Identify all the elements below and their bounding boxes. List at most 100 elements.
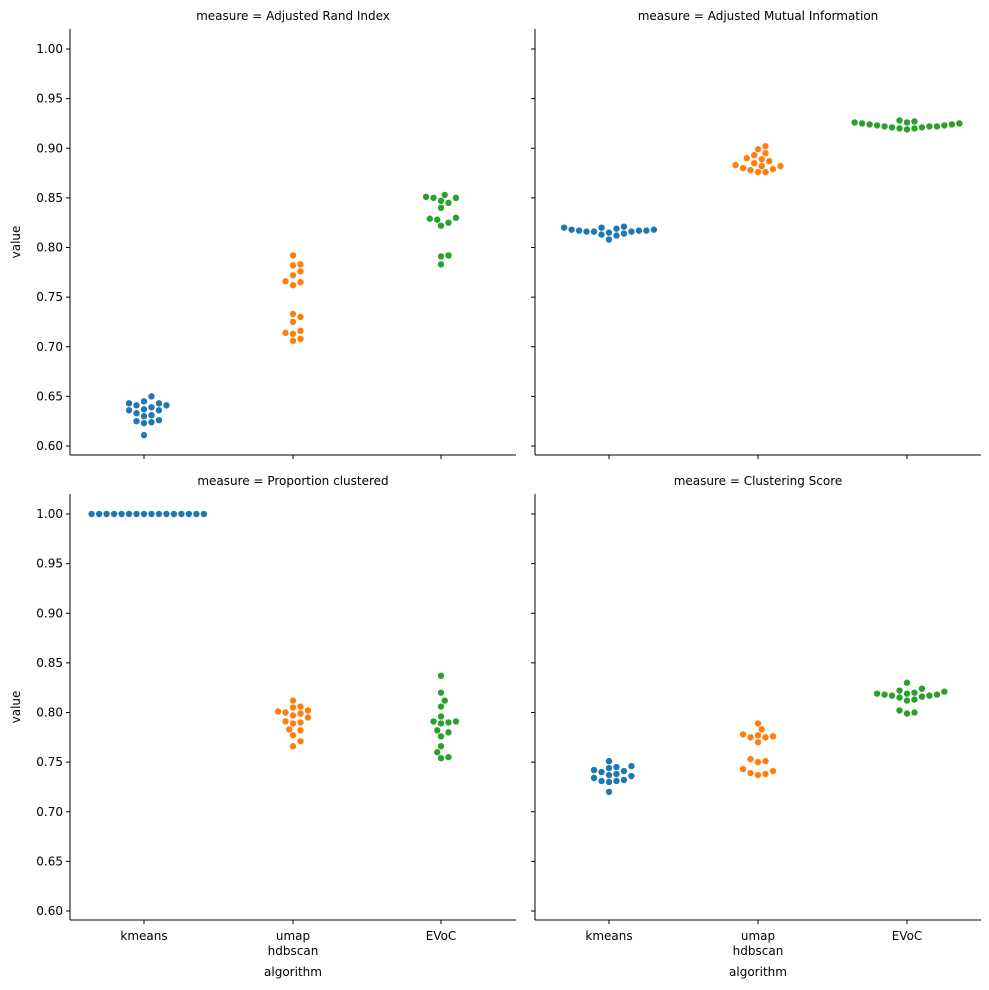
data-point (933, 691, 941, 698)
y-tick-label: 0.60 (36, 439, 63, 453)
data-point (95, 510, 103, 518)
data-point (628, 762, 635, 770)
data-point (896, 687, 903, 694)
data-point (628, 772, 635, 780)
data-point (605, 764, 613, 772)
data-point (289, 697, 297, 704)
y-tick-label: 0.75 (36, 755, 63, 769)
data-point (434, 727, 441, 734)
data-point (148, 412, 155, 419)
data-point (754, 739, 762, 746)
data-point (762, 150, 769, 157)
data-point (911, 709, 918, 716)
data-point (605, 229, 613, 236)
data-point (437, 713, 445, 720)
data-point (613, 770, 620, 778)
data-point (200, 510, 208, 518)
data-point (434, 749, 441, 756)
data-point (911, 696, 918, 703)
panel-title: measure = Clustering Score (674, 474, 843, 488)
data-point (758, 155, 765, 163)
x-axis-label: algorithm (264, 965, 322, 979)
data-point (140, 419, 148, 427)
panel-title: measure = Adjusted Rand Index (196, 9, 390, 23)
data-point (274, 708, 282, 715)
y-tick-label: 0.80 (36, 706, 63, 720)
y-tick-label: 0.90 (36, 141, 63, 155)
data-point (751, 159, 758, 167)
x-tick-label: EVoC (892, 929, 923, 943)
data-point (148, 418, 155, 426)
facet-panel: measure = Proportion clustered 0.60 0.65 0.… (9, 474, 516, 979)
data-point (430, 194, 437, 202)
data-point (445, 219, 452, 226)
data-point (866, 121, 873, 128)
data-point (903, 697, 911, 704)
data-point (583, 228, 590, 235)
data-point (155, 510, 163, 518)
data-point (133, 402, 140, 409)
data-point (437, 253, 445, 260)
data-point (605, 236, 613, 243)
data-point (747, 755, 754, 763)
x-tick-label: umap (741, 929, 775, 943)
data-point (297, 327, 304, 335)
facet-panel: measure = Adjusted Rand Index 0.60 0.65 0.7… (9, 9, 516, 459)
data-point (437, 222, 445, 229)
data-point (568, 226, 575, 233)
data-point (754, 146, 762, 153)
data-point (289, 318, 297, 326)
data-point (445, 199, 452, 207)
data-point (881, 691, 888, 698)
y-tick-label: 0.65 (36, 854, 63, 868)
data-point (769, 733, 777, 740)
data-point (758, 162, 765, 170)
data-point (155, 400, 163, 407)
data-point (941, 122, 948, 129)
data-point (441, 697, 448, 704)
data-point (620, 776, 628, 784)
data-point (590, 766, 598, 774)
x-tick-label: umap (276, 929, 310, 943)
y-tick-label: 1.00 (36, 507, 63, 521)
data-point (426, 215, 433, 222)
data-point (297, 268, 304, 275)
data-point (289, 337, 297, 344)
data-point (605, 757, 613, 765)
data-point (437, 703, 445, 710)
data-point (133, 510, 140, 518)
data-point (163, 510, 170, 518)
data-point (903, 126, 911, 133)
data-point (903, 679, 911, 686)
data-point (903, 119, 911, 126)
data-point (758, 726, 765, 733)
y-tick-label: 0.95 (36, 557, 63, 571)
data-point (297, 261, 304, 268)
data-point (297, 738, 304, 745)
y-tick-label: 0.90 (36, 606, 63, 620)
data-point (140, 398, 148, 405)
data-point (762, 734, 769, 741)
data-point (635, 227, 643, 234)
data-point (140, 510, 148, 518)
data-point (148, 393, 155, 400)
data-point (777, 162, 784, 170)
data-point (762, 143, 769, 150)
y-tick-label: 0.85 (36, 656, 63, 670)
data-point (125, 510, 133, 518)
data-point (754, 732, 762, 739)
data-point (445, 729, 452, 736)
data-point (747, 769, 754, 777)
data-point (598, 768, 605, 776)
data-point (155, 416, 163, 424)
x-tick-label: hdbscan (733, 944, 784, 958)
data-point (605, 788, 613, 796)
data-point (434, 216, 441, 223)
data-point (754, 758, 762, 766)
data-point (437, 720, 445, 727)
data-point (941, 688, 948, 695)
data-point (289, 262, 297, 269)
data-point (754, 771, 762, 779)
data-point (918, 685, 926, 692)
